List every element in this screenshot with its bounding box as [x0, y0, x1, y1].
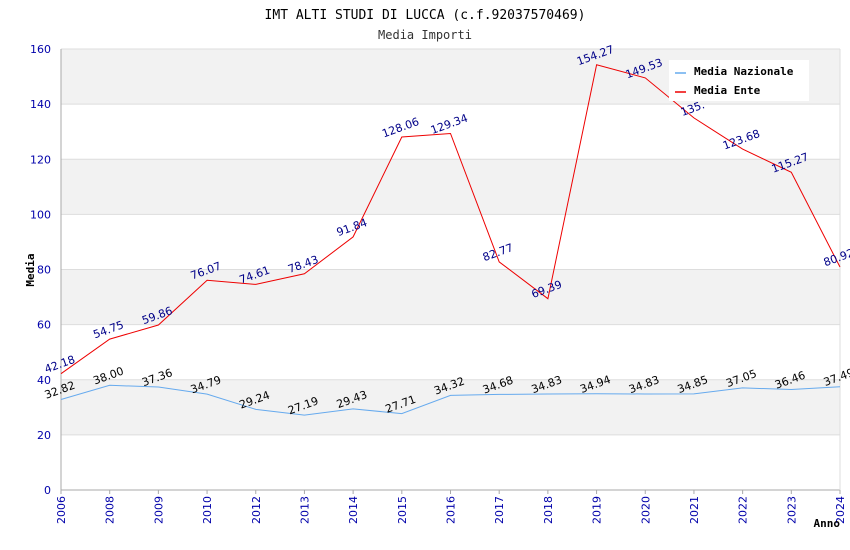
data-label: 42.18: [43, 353, 77, 376]
grid-lines: [61, 48, 840, 491]
x-tick-label: 2024: [834, 496, 847, 524]
x-tick-label: 2006: [55, 496, 68, 524]
legend-label-media-nazionale: Media Nazionale: [694, 65, 794, 78]
y-tick-labels: 0 20 40 60 80 100 120 140 160: [30, 43, 51, 497]
x-tick-label: 2017: [493, 496, 506, 524]
legend-label-media-ente: Media Ente: [694, 84, 761, 97]
data-label: 82.77: [481, 241, 515, 264]
y-tick-label: 120: [30, 153, 51, 166]
grid-band: [61, 269, 840, 325]
y-tick-label: 100: [30, 208, 51, 221]
chart-title: IMT ALTI STUDI DI LUCCA (c.f.92037570469…: [265, 8, 586, 23]
x-tick-label: 2018: [542, 496, 555, 524]
x-tick-label: 2009: [152, 496, 165, 524]
x-tick-label: 2022: [737, 496, 750, 524]
grid-bands: [61, 49, 840, 435]
y-tick-label: 60: [37, 319, 51, 332]
y-tick-label: 140: [30, 98, 51, 111]
x-tick-label: 2010: [201, 496, 214, 524]
y-tick-label: 160: [30, 43, 51, 56]
x-axis-label: Anno: [814, 517, 841, 530]
y-tick-label: 0: [44, 484, 51, 497]
chart-subtitle: Media Importi: [378, 28, 472, 42]
series-lines: [60, 64, 841, 416]
x-tick-label: 2008: [104, 496, 117, 524]
data-label: 91.84: [335, 216, 369, 239]
x-tick-label: 2019: [591, 496, 604, 524]
x-tick-label: 2021: [688, 496, 701, 524]
data-label: 128.06: [380, 115, 421, 140]
x-tick-label: 2016: [445, 496, 458, 524]
x-tick-label: 2020: [639, 496, 652, 524]
y-tick-label: 40: [37, 374, 51, 387]
x-tick-labels: 2006 2008 2009 2010 2012 2013 2014 2015 2016 2017…: [55, 490, 847, 524]
x-tick-label: 2014: [347, 496, 360, 524]
x-tick-label: 2012: [250, 496, 263, 524]
x-tick-label: 2023: [785, 496, 798, 524]
x-tick-label: 2013: [298, 496, 311, 524]
y-tick-label: 20: [37, 429, 51, 442]
y-axis-label: Media: [24, 253, 37, 286]
data-label: 80.92: [822, 246, 850, 269]
legend: Media Nazionale Media Ente: [669, 60, 809, 101]
y-tick-label: 80: [37, 264, 51, 277]
grid-band: [61, 379, 840, 435]
grid-band: [61, 159, 840, 215]
series-line-media-nazionale: [60, 384, 841, 416]
x-tick-label: 2015: [396, 496, 409, 524]
legend-box: [669, 60, 809, 101]
series-line-media-ente: [60, 64, 841, 375]
